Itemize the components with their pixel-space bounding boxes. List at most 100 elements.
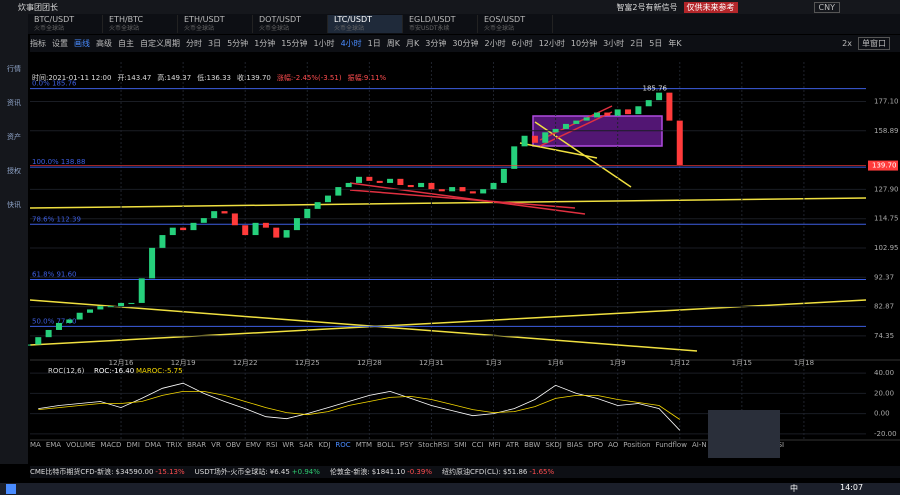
period[interactable]: 1分钟: [254, 38, 275, 49]
indicator-tab[interactable]: MFI: [489, 441, 501, 449]
market-tab[interactable]: EGLD/USDT币安USDT永续: [403, 15, 478, 33]
ticker-change: -0.39%: [407, 468, 432, 476]
zoom[interactable]: 2x: [842, 39, 852, 48]
sidebar-item[interactable]: 资产: [7, 132, 21, 142]
period[interactable]: 3日: [208, 38, 221, 49]
tool[interactable]: 设置: [52, 38, 68, 49]
indicator-tab[interactable]: DMI: [126, 441, 140, 449]
period[interactable]: 4小时: [341, 38, 362, 49]
period[interactable]: 自定义周期: [140, 38, 180, 49]
period[interactable]: 30分钟: [452, 38, 478, 49]
tab-symbol: EOS/USDT: [484, 15, 546, 24]
tool[interactable]: 高级: [96, 38, 112, 49]
ticker-price: $34590.00: [116, 468, 154, 476]
indicator-tab[interactable]: KDJ: [318, 441, 330, 449]
indicator-tab[interactable]: SMI: [454, 441, 467, 449]
candle: [35, 337, 41, 344]
tab-symbol: BTC/USDT: [34, 15, 96, 24]
period[interactable]: 年K: [668, 38, 681, 49]
indicator-tab[interactable]: MA: [30, 441, 41, 449]
indicator-tab[interactable]: CCI: [472, 441, 484, 449]
indicator-tab[interactable]: SKDJ: [545, 441, 562, 449]
indicator-tab[interactable]: VR: [211, 441, 221, 449]
indicator-tab[interactable]: DPO: [588, 441, 603, 449]
app-title: 炊事团团长: [18, 2, 58, 13]
market-tab[interactable]: LTC/USDT火币全球站: [328, 15, 403, 33]
ticker-change: -15.13%: [155, 468, 184, 476]
indicator-tab[interactable]: EMA: [46, 441, 61, 449]
period[interactable]: 12小时: [539, 38, 565, 49]
indicator-tab[interactable]: Fundflow: [656, 441, 687, 449]
indicator-tab[interactable]: SAR: [299, 441, 313, 449]
tool[interactable]: 自主: [118, 38, 134, 49]
indicator-tab[interactable]: BOLL: [377, 441, 395, 449]
tab-exchange: 火币全球站: [484, 24, 552, 33]
indicator-tab[interactable]: TRIX: [166, 441, 182, 449]
period[interactable]: 6小时: [512, 38, 533, 49]
indicator-tab[interactable]: EMV: [246, 441, 261, 449]
signal-note[interactable]: 仅供未来参考: [684, 2, 738, 13]
market-tab[interactable]: EOS/USDT火币全球站: [478, 15, 553, 33]
ime[interactable]: 中: [790, 483, 798, 494]
start-button[interactable]: [6, 484, 16, 494]
indicator-tab[interactable]: MACD: [100, 441, 121, 449]
market-tab[interactable]: ETH/USDT火币全球站: [178, 15, 253, 33]
period[interactable]: 1小时: [313, 38, 334, 49]
indicator-tab[interactable]: BRAR: [187, 441, 206, 449]
tab-exchange: 火币全球站: [259, 24, 327, 33]
ticker-price: ¥6.45: [270, 468, 290, 476]
sidebar-item[interactable]: 授权: [7, 166, 21, 176]
indicator-tab[interactable]: OBV: [226, 441, 241, 449]
tool[interactable]: 指标: [30, 38, 46, 49]
info-line: 时间:2021-01-11 12:00开:143.47高:149.37低:136…: [32, 73, 392, 83]
period[interactable]: 分时: [186, 38, 202, 49]
indicator-tab[interactable]: ATR: [506, 441, 519, 449]
indicator-tab[interactable]: MTM: [356, 441, 372, 449]
candle: [563, 124, 569, 129]
period[interactable]: 3小时: [603, 38, 624, 49]
period[interactable]: 2日: [630, 38, 643, 49]
y-tick-label: -20.00: [874, 430, 897, 438]
period[interactable]: 5分钟: [227, 38, 248, 49]
market-tab[interactable]: DOT/USDT火币全球站: [253, 15, 328, 33]
signal[interactable]: 智富2号有新信号: [616, 2, 677, 13]
indicator-tab[interactable]: PSY: [400, 441, 413, 449]
info-field: 收:139.70: [237, 73, 271, 83]
sidebar-item[interactable]: 资讯: [7, 98, 21, 108]
market-tab[interactable]: ETH/BTC火币全球站: [103, 15, 178, 33]
candle: [604, 113, 610, 116]
period[interactable]: 周K: [387, 38, 400, 49]
period[interactable]: 10分钟: [571, 38, 597, 49]
indicator-tab[interactable]: RSI: [266, 441, 277, 449]
indicator-tab[interactable]: DMA: [145, 441, 161, 449]
indicator-tab[interactable]: StochRSI: [418, 441, 449, 449]
indicator-tab[interactable]: BBW: [524, 441, 540, 449]
legend-entry: MAROC:-5.75: [136, 367, 183, 375]
period[interactable]: 1日: [368, 38, 381, 49]
indicator-tab[interactable]: AO: [608, 441, 618, 449]
tab-bar: BTC/USDT火币全球站ETH/BTC火币全球站ETH/USDT火币全球站DO…: [28, 14, 900, 34]
y-tick-label: 74.35: [874, 332, 894, 340]
sidebar-item[interactable]: 快讯: [7, 200, 21, 210]
period[interactable]: 2小时: [485, 38, 506, 49]
period[interactable]: 3分钟: [425, 38, 446, 49]
period[interactable]: 5日: [649, 38, 662, 49]
indicator-tab[interactable]: BIAS: [567, 441, 583, 449]
indicator-tab[interactable]: AI-N: [692, 441, 707, 449]
window-mode[interactable]: 单窗口: [858, 37, 890, 50]
tool[interactable]: 画线: [74, 38, 90, 49]
candle: [625, 109, 631, 114]
candle: [428, 183, 434, 189]
tray-popup: [708, 410, 780, 458]
period[interactable]: 月K: [406, 38, 419, 49]
market-tab[interactable]: BTC/USDT火币全球站: [28, 15, 103, 33]
period[interactable]: 15分钟: [281, 38, 307, 49]
indicator-tab[interactable]: Position: [623, 441, 650, 449]
currency[interactable]: CNY: [814, 2, 840, 13]
sidebar-item[interactable]: 行情: [7, 64, 21, 74]
indicator-tab[interactable]: WR: [282, 441, 294, 449]
indicator-tab[interactable]: VOLUME: [66, 441, 95, 449]
indicator-tab[interactable]: ROC: [335, 441, 350, 449]
candle: [366, 177, 372, 181]
